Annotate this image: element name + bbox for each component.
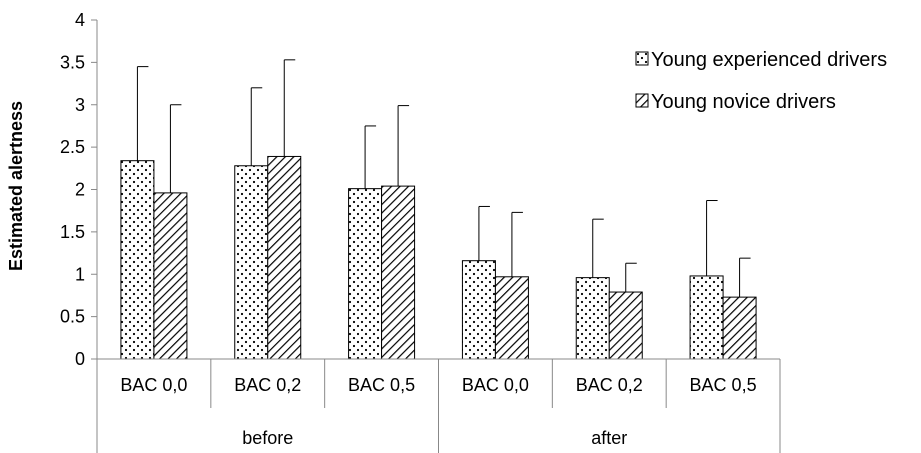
legend: Young experienced drivers Young novice d… — [635, 49, 887, 113]
legend-item-experienced: Young experienced drivers — [635, 49, 887, 71]
legend-item-novice: Young novice drivers — [635, 91, 836, 113]
bar-novice — [722, 296, 757, 360]
y-tick-label: 2 — [75, 180, 85, 200]
bar-experienced — [234, 165, 269, 360]
y-axis-label: Estimated alertness — [6, 101, 26, 271]
x-tick-label: BAC 0,0 — [120, 375, 187, 395]
bar-experienced — [689, 275, 724, 360]
y-tick-label: 0 — [75, 349, 85, 369]
error-bars — [136, 59, 751, 298]
y-tick-label: 3 — [75, 95, 85, 115]
x-tick-label: BAC 0,5 — [690, 375, 757, 395]
y-tick-label: 2.5 — [60, 137, 85, 157]
y-tick-label: 1.5 — [60, 222, 85, 242]
legend-label-novice: Young novice drivers — [651, 91, 836, 113]
bar-experienced — [348, 188, 383, 360]
bar-novice — [153, 192, 188, 360]
bar-novice — [381, 185, 416, 360]
bar-experienced — [461, 260, 496, 360]
x-tick-label: BAC 0,0 — [462, 375, 529, 395]
y-tick-label: 4 — [75, 10, 85, 30]
bar-experienced — [120, 160, 155, 360]
x-tick-label: BAC 0,2 — [576, 375, 643, 395]
legend-label-experienced: Young experienced drivers — [651, 49, 887, 71]
x-group-label: before — [242, 428, 293, 448]
legend-swatch-experienced — [635, 51, 649, 66]
x-group-label: after — [591, 428, 627, 448]
y-tick-label: 0.5 — [60, 307, 85, 327]
bar-novice — [608, 291, 643, 360]
bar-experienced — [575, 277, 610, 360]
x-axis: BAC 0,0 BAC 0,2 BAC 0,5 BAC 0,0 BAC 0,2 BAC 0… — [96, 358, 781, 453]
legend-swatch-novice — [635, 93, 649, 108]
x-tick-label: BAC 0,5 — [348, 375, 415, 395]
y-tick-label: 3.5 — [60, 52, 85, 72]
bars — [120, 155, 757, 360]
bar-novice — [267, 155, 302, 360]
bar-novice — [494, 276, 529, 360]
x-tick-label: BAC 0,2 — [234, 375, 301, 395]
y-tick-label: 1 — [75, 264, 85, 284]
y-axis: 0 0.5 1 1.5 2 2.5 3 3.5 4 — [60, 10, 98, 369]
